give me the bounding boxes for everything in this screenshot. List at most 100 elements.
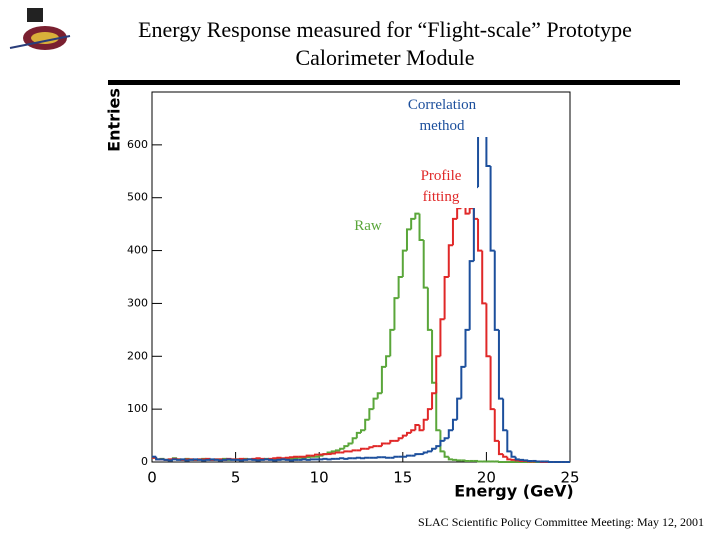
histogram-step xyxy=(326,458,332,461)
series-label: Correlation method xyxy=(392,95,492,137)
x-tick-label: 25 xyxy=(560,469,579,487)
histogram-step xyxy=(414,212,420,219)
histogram-step xyxy=(439,439,445,447)
histogram-step xyxy=(439,430,445,453)
histogram-step xyxy=(477,460,483,463)
histogram-step xyxy=(288,456,295,459)
series-label: Profile fitting xyxy=(405,166,477,208)
histogram-step xyxy=(272,457,278,460)
histogram-step xyxy=(351,437,357,444)
histogram-step xyxy=(360,429,366,433)
histogram-step xyxy=(414,424,420,431)
histogram-step xyxy=(497,329,504,400)
histogram-step xyxy=(506,430,512,453)
histogram-step xyxy=(272,459,278,462)
histogram-step xyxy=(330,450,336,453)
histogram-step xyxy=(464,328,470,367)
histogram-step xyxy=(401,249,407,277)
histogram-step xyxy=(242,458,249,461)
histogram-step xyxy=(477,218,483,252)
chart-title: Energy Response measured for “Flight-sca… xyxy=(138,17,632,70)
histogram-step xyxy=(347,457,353,460)
histogram-step xyxy=(435,355,441,394)
histogram-step xyxy=(309,455,316,458)
y-tick-label: 400 xyxy=(127,244,148,257)
histogram-step xyxy=(439,318,445,357)
histogram-step xyxy=(276,456,282,459)
plot-frame xyxy=(151,91,571,463)
histogram-step xyxy=(447,429,453,439)
histogram-step xyxy=(305,456,311,459)
histogram-step xyxy=(426,450,433,453)
histogram-step xyxy=(443,276,449,320)
histogram-step xyxy=(339,447,345,451)
histogram-step xyxy=(163,458,169,461)
histogram-step xyxy=(347,442,353,447)
histogram-step xyxy=(502,398,508,432)
histogram-step xyxy=(368,446,374,449)
histogram-step xyxy=(397,437,403,441)
histogram-step xyxy=(322,457,328,460)
histogram-step xyxy=(443,437,449,441)
histogram-step xyxy=(431,447,437,452)
y-axis-label: Entries xyxy=(105,88,124,152)
histogram-step xyxy=(230,458,236,461)
histogram-step xyxy=(293,457,299,460)
histogram-step xyxy=(276,458,282,461)
histogram-step xyxy=(468,207,474,214)
histogram-series xyxy=(152,202,570,463)
histogram-step xyxy=(360,457,366,460)
histogram-step xyxy=(155,456,161,461)
histogram-step xyxy=(510,451,516,458)
histogram-step xyxy=(527,459,533,462)
histogram-step xyxy=(435,382,441,432)
histogram-step xyxy=(343,445,349,449)
histogram-step xyxy=(167,459,173,462)
histogram-step xyxy=(431,392,437,410)
histogram-step xyxy=(456,397,462,420)
histogram-step xyxy=(372,445,378,448)
histogram-step xyxy=(389,439,395,444)
histogram-step xyxy=(405,454,412,457)
x-tick-label: 20 xyxy=(477,469,496,487)
histogram-step xyxy=(435,445,441,449)
histogram-step xyxy=(510,458,516,461)
histogram-step xyxy=(280,457,286,460)
logo xyxy=(9,8,71,50)
histogram-step xyxy=(518,458,525,461)
x-tick-label: 0 xyxy=(147,469,157,487)
histogram-step xyxy=(343,457,349,460)
histogram-step xyxy=(293,458,299,461)
histogram-step xyxy=(339,457,345,460)
histogram-step xyxy=(301,458,307,461)
histogram-step xyxy=(405,431,412,436)
histogram-step xyxy=(330,452,336,455)
histogram-step xyxy=(334,449,341,452)
histogram-step xyxy=(305,454,311,457)
histogram-step xyxy=(280,458,286,461)
histogram-step xyxy=(410,217,416,230)
histogram-step xyxy=(464,459,470,462)
histogram-step xyxy=(385,456,391,459)
histogram-step xyxy=(314,453,320,456)
histogram-step xyxy=(481,250,487,305)
histogram-step xyxy=(451,458,458,461)
histogram-step xyxy=(255,457,261,460)
histogram-step xyxy=(343,450,349,453)
footer: SLAC Scientific Policy Committee Meeting… xyxy=(418,515,704,529)
histogram-step xyxy=(188,458,194,461)
histogram-step xyxy=(293,455,299,458)
y-tick-label: 600 xyxy=(127,138,148,151)
y-tick-label: 100 xyxy=(127,402,148,415)
histogram-series xyxy=(152,212,570,463)
histogram-step xyxy=(401,434,407,439)
histogram-step xyxy=(418,213,424,241)
histogram-step xyxy=(355,456,361,459)
histogram-step xyxy=(548,461,554,463)
histogram-step xyxy=(351,449,357,452)
histogram-step xyxy=(263,458,270,461)
histogram-step xyxy=(380,365,387,394)
histogram-step xyxy=(497,440,504,456)
histogram-step xyxy=(414,453,420,456)
